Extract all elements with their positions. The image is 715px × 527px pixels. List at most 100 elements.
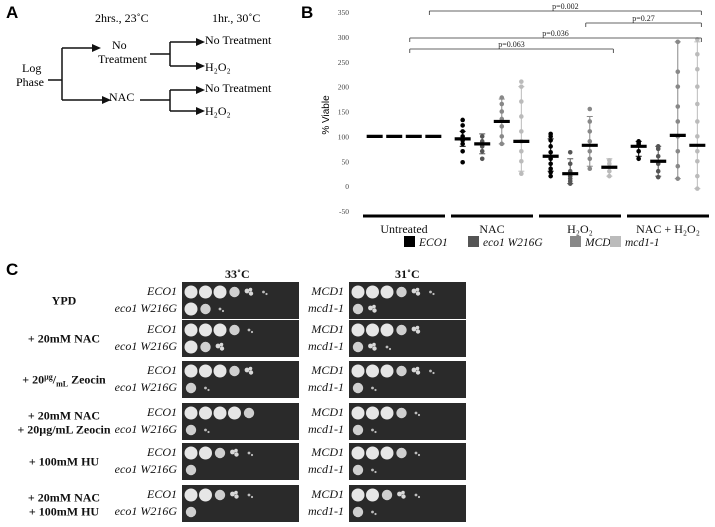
- p-value-label: p=0.002: [552, 2, 579, 11]
- colony-spot: [265, 292, 268, 296]
- plate-right: [349, 403, 466, 440]
- strain-label-right: mcd1-1: [308, 301, 344, 315]
- strain-label-right: mcd1-1: [308, 462, 344, 476]
- y-tick-label: 50: [342, 157, 350, 166]
- y-tick-label: 300: [338, 33, 350, 42]
- colony-spot: [248, 366, 253, 371]
- plate-left: [182, 485, 299, 522]
- group-bars: Untreated NAC H₂O₂ NAC + H₂O₂: [363, 214, 709, 236]
- colony-spot: [429, 290, 432, 294]
- legend-swatch: [404, 236, 415, 247]
- colony-spot: [396, 324, 407, 336]
- root-label-line1: Log: [22, 61, 41, 75]
- colony-spot: [352, 424, 364, 436]
- strain-label-left: ECO1: [146, 405, 177, 419]
- data-point: [460, 159, 465, 165]
- colony-spot: [351, 323, 365, 337]
- colony-spot: [415, 366, 420, 371]
- error-bars: [459, 41, 701, 190]
- significance-annotations: p=0.063 p=0.036 p=0.27 p=0.002: [409, 2, 702, 53]
- colony-spot: [213, 406, 227, 420]
- colony-spot: [371, 510, 374, 514]
- data-point: [519, 79, 524, 84]
- colony-spot: [207, 430, 210, 434]
- colony-spot: [184, 446, 198, 460]
- strain-label-left: ECO1: [146, 487, 177, 501]
- plate-right: [349, 320, 466, 357]
- colony-spot: [396, 407, 407, 419]
- colony-spot: [366, 446, 379, 460]
- colony-spot: [411, 326, 417, 332]
- colony-spot: [352, 464, 364, 476]
- root-label-line2: Phase: [16, 75, 44, 89]
- strain-label-left: eco1 W216G: [115, 380, 178, 394]
- colony-spot: [401, 490, 405, 495]
- colony-spot: [415, 291, 421, 296]
- colony-spot: [368, 343, 373, 349]
- colony-spot: [199, 488, 212, 502]
- colony-spot: [228, 406, 241, 420]
- colony-spot: [417, 413, 421, 417]
- colony-spot: [366, 488, 379, 502]
- colony-spot: [229, 286, 240, 298]
- strain-label-right: MCD1: [310, 363, 344, 377]
- p-value-label: p=0.036: [542, 29, 569, 38]
- colony-spot: [230, 449, 235, 455]
- plate-left: [182, 282, 299, 319]
- colony-spot: [248, 370, 254, 375]
- strain-label-right: mcd1-1: [308, 380, 344, 394]
- colony-spot: [244, 288, 250, 294]
- colony-spot: [221, 309, 225, 313]
- colony-spot: [366, 364, 379, 378]
- colony-spot: [352, 506, 364, 518]
- strain-label-left: eco1 W216G: [115, 504, 178, 518]
- colony-spot: [184, 285, 198, 299]
- colony-spot: [371, 468, 374, 472]
- legend-swatch: [468, 236, 479, 247]
- y-tick-label: 150: [338, 108, 350, 117]
- colony-spot: [396, 365, 407, 377]
- colony-spot: [185, 506, 197, 518]
- condition-label: YPD: [52, 294, 77, 308]
- group-label: H₂O₂: [567, 222, 593, 236]
- strain-label-right: MCD1: [310, 445, 344, 459]
- strain-label-right: MCD1: [310, 405, 344, 419]
- colony-spot: [352, 341, 364, 353]
- plate-right: [349, 443, 466, 480]
- colony-spot: [371, 386, 374, 390]
- panel-c: C 33˚C 31˚C YPD ECO1 MCD1 eco1 W216G mcd1-1 +…: [6, 260, 466, 522]
- panel-b-letter: B: [301, 3, 313, 22]
- condition-label: + 20µg/mL Zeocin: [22, 373, 106, 389]
- colony-spot: [219, 346, 225, 351]
- plate-left: [182, 403, 299, 440]
- group-label: NAC: [479, 222, 504, 236]
- colony-spot: [207, 388, 210, 392]
- colony-spot: [366, 323, 379, 337]
- colony-spot: [366, 285, 379, 299]
- strain-label-left: eco1 W216G: [115, 301, 178, 315]
- colony-spot: [214, 489, 226, 501]
- data-point: [460, 117, 465, 123]
- colony-spot: [372, 346, 377, 351]
- colony-spot: [351, 446, 365, 460]
- colony-spot: [388, 347, 392, 351]
- timing-label-2: 1hr., 30˚C: [212, 11, 260, 25]
- colony-spot: [248, 287, 253, 292]
- colony-spot: [185, 464, 197, 476]
- y-tick-label: 250: [338, 58, 350, 67]
- legend-label: eco1 W216G: [483, 237, 543, 249]
- colony-spot: [417, 453, 421, 457]
- colony-spot: [184, 488, 198, 502]
- colony-spot: [352, 303, 364, 315]
- colony-spot: [200, 303, 211, 315]
- data-point: [460, 149, 465, 154]
- p-value-label: p=0.063: [498, 40, 525, 49]
- colony-spot: [374, 512, 377, 516]
- colony-spot: [372, 304, 376, 309]
- colony-spot: [385, 345, 389, 349]
- colony-spot: [415, 325, 420, 330]
- colony-spot: [213, 323, 227, 337]
- condition-label: + 100mM HU: [29, 505, 99, 519]
- colony-spot: [368, 305, 373, 311]
